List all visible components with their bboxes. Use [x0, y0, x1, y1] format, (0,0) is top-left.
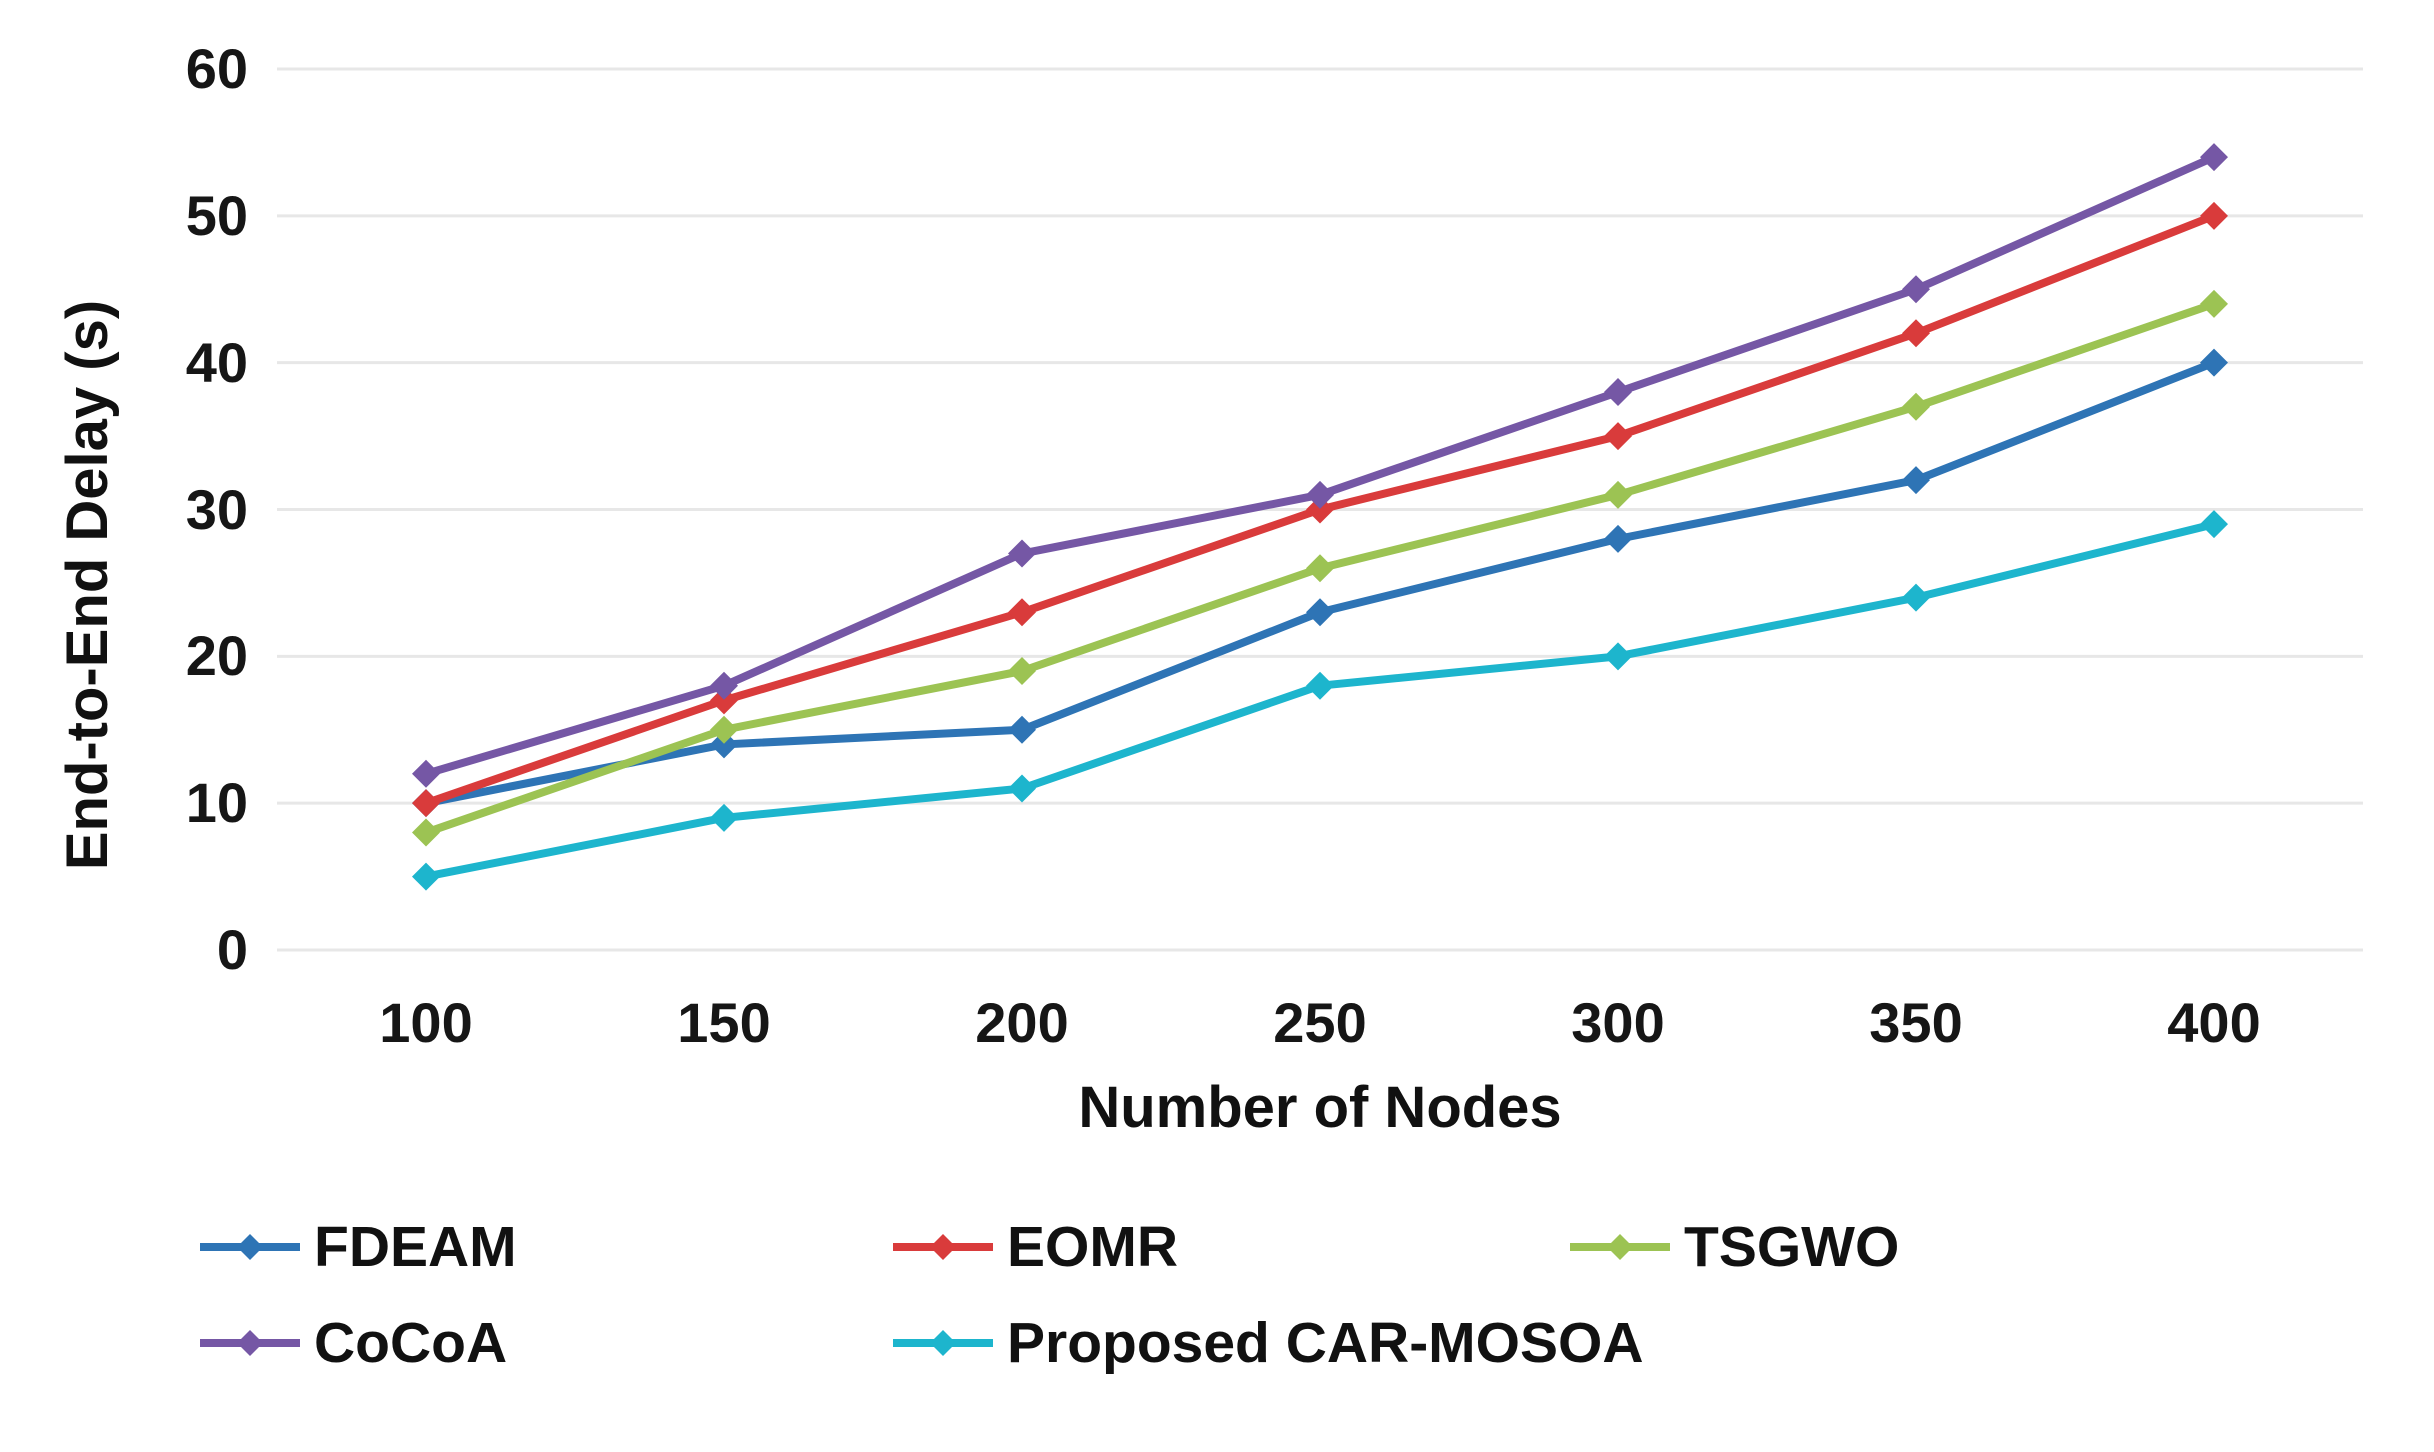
y-tick-50: 50: [185, 183, 248, 247]
point-fdeam-300: [1604, 524, 1632, 553]
y-tick-10: 10: [185, 771, 248, 835]
point-eomr-350: [1902, 319, 1930, 348]
point-cocoa-250: [1306, 480, 1334, 509]
legend-item-proposed-car-mosoa: Proposed CAR-MOSOA: [893, 1311, 1644, 1375]
legend-label-eomr: EOMR: [1007, 1215, 1178, 1279]
point-eomr-300: [1604, 422, 1632, 451]
point-proposed-car-mosoa-150: [710, 803, 738, 832]
x-tick-300: 300: [1571, 991, 1665, 1054]
point-tsgwo-150: [710, 715, 738, 744]
y-tick-20: 20: [185, 624, 248, 688]
point-cocoa-350: [1902, 275, 1930, 304]
point-fdeam-250: [1306, 598, 1334, 627]
legend-marker-fdeam: [200, 1234, 300, 1260]
point-eomr-150: [710, 686, 738, 715]
point-eomr-400: [2200, 201, 2228, 230]
point-tsgwo-100: [412, 818, 440, 847]
point-eomr-100: [412, 789, 440, 818]
point-cocoa-150: [710, 671, 738, 700]
point-eomr-250: [1306, 495, 1334, 524]
legend-label-cocoa: CoCoA: [314, 1311, 508, 1375]
y-tick-0: 0: [216, 918, 248, 981]
point-proposed-car-mosoa-250: [1306, 671, 1334, 700]
x-tick-400: 400: [2167, 991, 2261, 1054]
point-cocoa-300: [1604, 378, 1632, 407]
series-fdeam: [412, 348, 2228, 818]
y-tick-60: 60: [185, 37, 248, 100]
series-eomr: [412, 201, 2228, 818]
point-eomr-200: [1008, 598, 1036, 627]
legend-item-tsgwo: TSGWO: [1570, 1215, 1900, 1279]
series-cocoa: [412, 143, 2228, 788]
point-tsgwo-400: [2200, 289, 2228, 318]
x-tick-350: 350: [1869, 991, 1963, 1054]
legend-label-fdeam: FDEAM: [314, 1215, 517, 1279]
y-tick-40: 40: [185, 330, 248, 394]
legend-item-fdeam: FDEAM: [200, 1215, 517, 1279]
point-cocoa-100: [412, 759, 440, 788]
legend-item-eomr: EOMR: [893, 1215, 1178, 1279]
point-proposed-car-mosoa-350: [1902, 583, 1930, 612]
legend-marker-eomr: [893, 1234, 993, 1260]
legend-label-tsgwo: TSGWO: [1684, 1215, 1900, 1279]
x-tick-100: 100: [379, 991, 473, 1054]
point-tsgwo-350: [1902, 392, 1930, 421]
point-cocoa-200: [1008, 539, 1036, 568]
x-tick-250: 250: [1273, 991, 1367, 1054]
point-proposed-car-mosoa-400: [2200, 510, 2228, 539]
point-proposed-car-mosoa-200: [1008, 774, 1036, 803]
legend-marker-proposed-car-mosoa: [893, 1330, 993, 1356]
x-tick-150: 150: [677, 991, 771, 1054]
x-tick-200: 200: [975, 991, 1069, 1054]
legend-marker-cocoa: [200, 1330, 300, 1356]
y-tick-30: 30: [185, 477, 248, 541]
point-fdeam-150: [710, 730, 738, 759]
point-tsgwo-300: [1604, 480, 1632, 509]
point-proposed-car-mosoa-100: [412, 862, 440, 891]
series-proposed-car-mosoa: [412, 510, 2228, 891]
point-fdeam-200: [1008, 715, 1036, 744]
legend-label-proposed-car-mosoa: Proposed CAR-MOSOA: [1007, 1311, 1644, 1375]
x-axis-title: Number of Nodes: [1078, 1075, 1562, 1140]
legend-item-cocoa: CoCoA: [200, 1311, 508, 1375]
point-tsgwo-250: [1306, 554, 1334, 583]
series-tsgwo: [412, 289, 2228, 847]
point-tsgwo-200: [1008, 657, 1036, 686]
point-cocoa-400: [2200, 143, 2228, 172]
point-proposed-car-mosoa-300: [1604, 642, 1632, 671]
legend-marker-tsgwo: [1570, 1234, 1670, 1260]
point-fdeam-350: [1902, 466, 1930, 495]
point-fdeam-400: [2200, 348, 2228, 377]
